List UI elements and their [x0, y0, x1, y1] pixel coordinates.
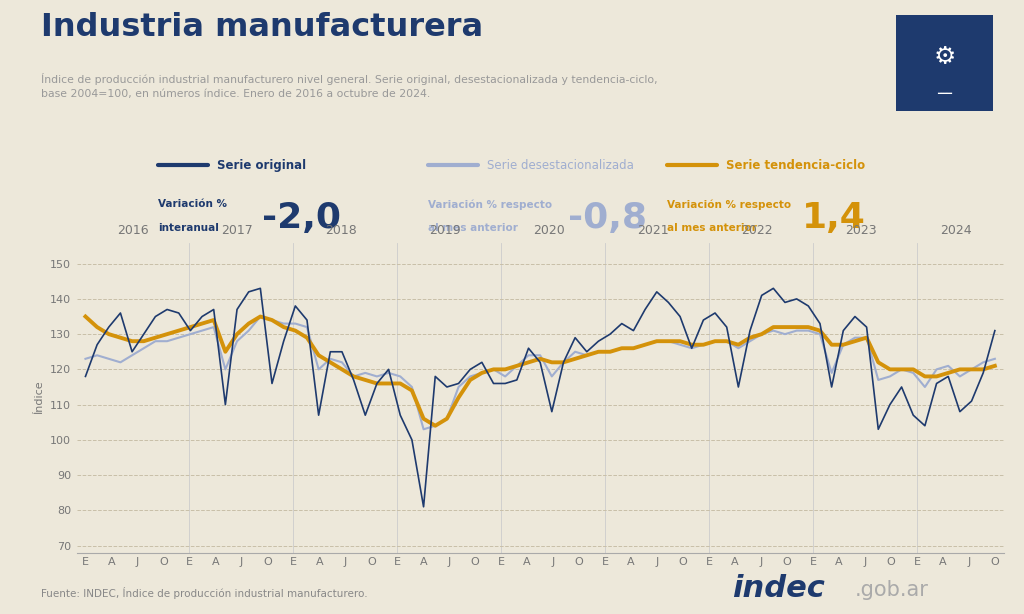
Text: Industria manufacturera: Industria manufacturera — [41, 12, 483, 43]
Text: 2018: 2018 — [325, 224, 356, 237]
FancyBboxPatch shape — [889, 9, 1000, 117]
Text: 2022: 2022 — [741, 224, 772, 237]
Text: Serie tendencia-ciclo: Serie tendencia-ciclo — [726, 158, 865, 171]
Y-axis label: Índice: Índice — [35, 381, 45, 414]
Text: Serie original: Serie original — [217, 158, 306, 171]
Text: al mes anterior: al mes anterior — [428, 223, 518, 233]
Text: Variación % respecto: Variación % respecto — [668, 199, 792, 209]
Text: ⚙: ⚙ — [934, 45, 955, 69]
Text: 2023: 2023 — [845, 224, 877, 237]
Text: 2019: 2019 — [429, 224, 461, 237]
Text: -0,8: -0,8 — [568, 201, 647, 235]
Text: Índice de producción industrial manufacturero nivel general. Serie original, des: Índice de producción industrial manufact… — [41, 73, 657, 99]
Text: 2020: 2020 — [532, 224, 564, 237]
Text: 2024: 2024 — [940, 224, 972, 237]
Text: 1,4: 1,4 — [803, 201, 866, 235]
Text: -2,0: -2,0 — [262, 201, 341, 235]
Text: indec: indec — [732, 574, 825, 603]
Text: 2016: 2016 — [118, 224, 148, 237]
Text: ━━━: ━━━ — [937, 89, 952, 98]
Text: Fuente: INDEC, Índice de producción industrial manufacturero.: Fuente: INDEC, Índice de producción indu… — [41, 586, 368, 599]
Text: interanual: interanual — [158, 223, 219, 233]
Text: Serie desestacionalizada: Serie desestacionalizada — [487, 158, 634, 171]
Text: Variación % respecto: Variación % respecto — [428, 199, 553, 209]
Text: 2017: 2017 — [221, 224, 253, 237]
Text: 2021: 2021 — [637, 224, 669, 237]
Text: al mes anterior: al mes anterior — [668, 223, 757, 233]
Text: Variación %: Variación % — [158, 200, 227, 209]
Text: .gob.ar: .gob.ar — [855, 580, 929, 600]
